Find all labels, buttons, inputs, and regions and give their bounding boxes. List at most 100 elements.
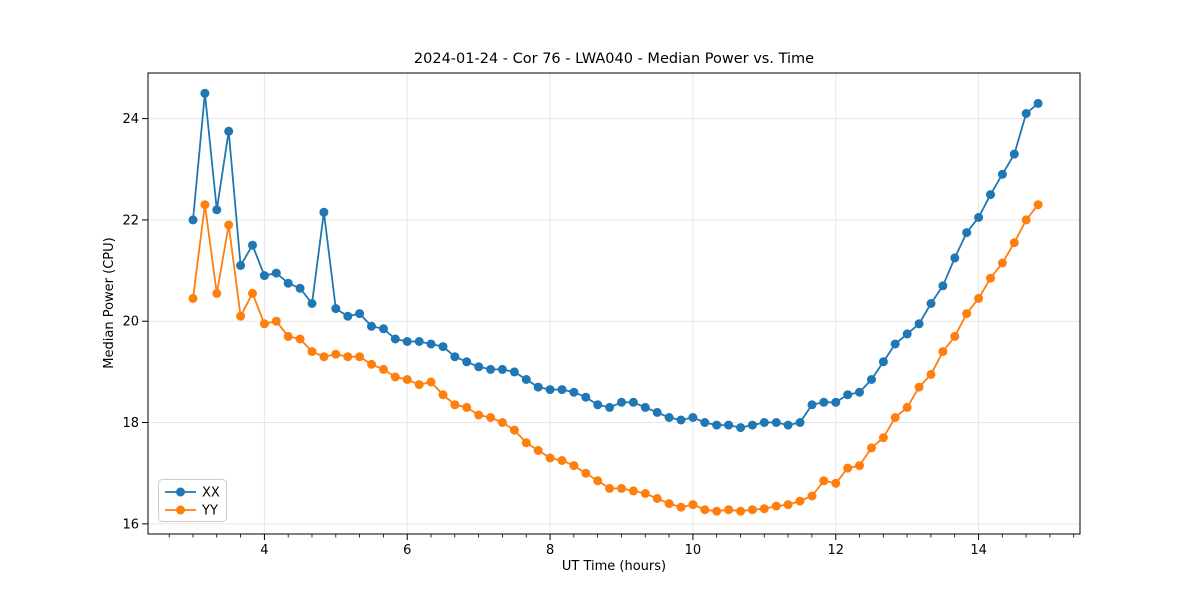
data-point-xx [1009, 149, 1019, 159]
data-point-xx [355, 309, 365, 319]
data-point-yy [509, 425, 519, 435]
x-tick-label: 10 [685, 543, 702, 558]
data-point-yy [855, 461, 864, 471]
legend-marker-yy [176, 505, 185, 515]
data-point-xx [890, 339, 900, 349]
data-point-xx [331, 304, 341, 314]
data-point-yy [390, 372, 400, 382]
data-point-xx [593, 400, 603, 410]
data-point-yy [259, 319, 269, 329]
data-point-xx [843, 390, 853, 400]
data-point-xx [224, 126, 234, 136]
data-point-xx [974, 212, 984, 222]
x-tick-label: 8 [546, 543, 554, 558]
chart-title: 2024-01-24 - Cor 76 - LWA040 - Median Po… [414, 51, 814, 67]
data-point-xx [819, 397, 829, 407]
data-point-yy [200, 200, 210, 210]
data-point-yy [914, 382, 924, 392]
data-point-xx [402, 337, 412, 346]
data-point-yy [188, 293, 198, 303]
data-point-xx [914, 319, 924, 329]
data-point-yy [771, 501, 781, 511]
data-point-yy [379, 364, 388, 374]
data-point-xx [950, 253, 960, 263]
data-point-yy [497, 418, 507, 427]
y-tick-label: 16 [122, 517, 139, 532]
data-point-xx [450, 352, 460, 362]
data-point-xx [545, 385, 555, 395]
data-point-yy [795, 496, 805, 506]
data-point-xx [462, 357, 472, 367]
data-point-yy [938, 347, 948, 357]
x-axis-label: UT Time (hours) [562, 559, 666, 574]
data-point-xx [474, 362, 484, 372]
data-point-yy [355, 352, 365, 362]
data-point-yy [724, 505, 734, 515]
data-point-yy [462, 402, 472, 412]
data-point-yy [557, 456, 567, 465]
data-point-yy [331, 349, 341, 359]
data-point-xx [617, 397, 626, 407]
data-point-xx [248, 240, 257, 250]
data-point-yy [271, 316, 281, 326]
data-point-yy [248, 288, 257, 298]
data-point-yy [950, 331, 960, 341]
data-point-xx [795, 418, 805, 427]
data-point-xx [867, 375, 876, 384]
data-point-yy [402, 375, 412, 384]
data-point-xx [200, 88, 210, 98]
data-point-xx [747, 420, 757, 430]
x-tick-label: 12 [827, 543, 844, 558]
data-point-xx [343, 311, 353, 321]
data-point-yy [533, 445, 543, 455]
data-point-xx [271, 268, 281, 278]
data-point-yy [414, 380, 424, 390]
data-point-yy [474, 410, 484, 420]
data-point-xx [664, 413, 674, 422]
data-point-xx [486, 364, 496, 374]
data-point-xx [878, 357, 888, 367]
data-point-xx [569, 387, 579, 397]
data-point-xx [688, 413, 698, 422]
data-point-yy [319, 352, 329, 362]
data-point-yy [688, 500, 698, 510]
data-point-yy [450, 400, 460, 410]
data-point-xx [307, 299, 317, 308]
data-point-yy [486, 413, 496, 422]
data-point-xx [986, 190, 995, 200]
y-tick-label: 18 [122, 416, 139, 431]
data-point-yy [747, 505, 757, 515]
data-point-yy [962, 309, 972, 319]
y-tick-label: 22 [122, 213, 139, 228]
legend-label-xx: XX [202, 486, 220, 501]
data-point-yy [426, 377, 436, 387]
data-point-xx [605, 402, 615, 412]
data-point-yy [783, 500, 793, 510]
data-point-yy [283, 331, 293, 341]
data-point-yy [974, 293, 984, 303]
data-point-xx [640, 402, 650, 412]
data-point-xx [521, 375, 531, 384]
data-point-xx [283, 278, 293, 288]
data-point-xx [652, 407, 662, 417]
axes-layer: 4 6 8 10 12 14 16 18 20 22 24 [122, 112, 1075, 558]
data-point-xx [902, 329, 912, 339]
data-point-yy [343, 352, 353, 362]
data-point-xx [997, 169, 1007, 179]
data-point-xx [557, 385, 567, 395]
data-point-yy [367, 359, 376, 369]
legend-label-yy: YY [201, 504, 218, 519]
data-point-xx [236, 261, 246, 270]
series-layer [188, 88, 1043, 516]
data-point-yy [712, 506, 722, 516]
data-point-xx [807, 400, 817, 410]
data-point-xx [319, 207, 329, 217]
data-point-yy [1021, 215, 1031, 225]
data-point-yy [212, 288, 222, 298]
data-point-xx [1033, 98, 1043, 108]
data-point-xx [771, 418, 781, 427]
data-point-xx [759, 418, 769, 427]
data-point-yy [1009, 238, 1019, 248]
data-point-yy [438, 390, 448, 400]
y-tick-label: 24 [122, 112, 139, 127]
